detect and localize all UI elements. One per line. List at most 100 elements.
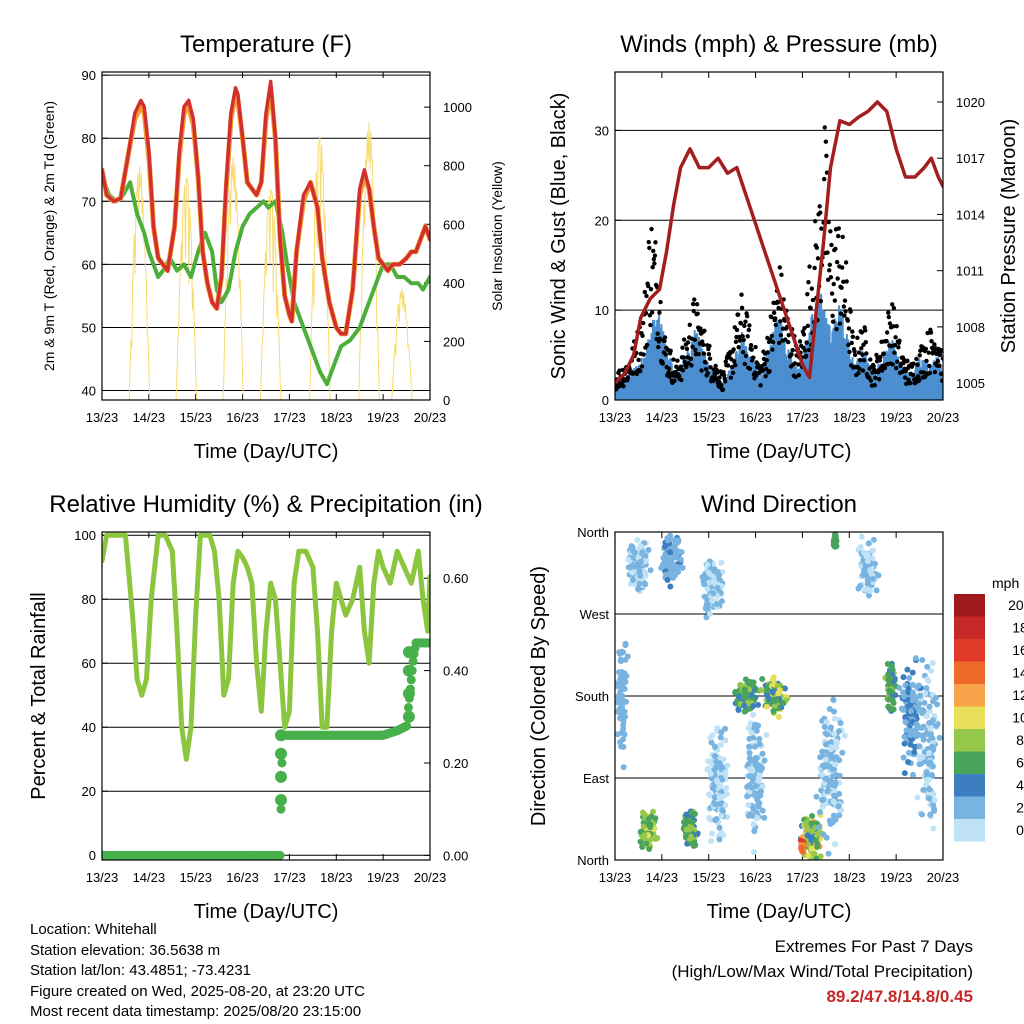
direction-point	[890, 706, 897, 713]
direction-point	[821, 762, 828, 769]
y2-tick-label: 1011	[956, 264, 984, 279]
direction-point	[871, 560, 878, 567]
direction-point	[718, 598, 725, 605]
direction-point	[821, 780, 828, 787]
direction-point	[817, 853, 824, 860]
direction-point	[905, 685, 912, 692]
gust-point	[861, 358, 867, 363]
panel-2: Winds (mph) & Pressure (mb) 13/23 14/23 15/…	[548, 31, 1020, 463]
gust-point	[777, 265, 782, 270]
direction-point	[865, 578, 872, 585]
direction-point	[636, 568, 643, 575]
gust-point	[908, 380, 913, 386]
colorbar-swatch	[954, 594, 985, 617]
gust-point	[719, 382, 724, 388]
gust-point	[640, 333, 645, 338]
gust-point	[692, 297, 697, 302]
direction-point	[705, 758, 712, 765]
y-tick-label: 60	[82, 257, 96, 272]
gust-point	[802, 348, 808, 353]
direction-point	[647, 821, 654, 828]
x-tick-label: 14/23	[133, 870, 166, 885]
direction-point	[822, 756, 829, 763]
direction-point	[712, 753, 719, 760]
y-tick-label: 90	[82, 68, 96, 83]
x-tick-label: 15/23	[692, 410, 725, 425]
y2-tick-label: 1017	[956, 151, 985, 166]
gust-point	[744, 313, 750, 319]
direction-point	[722, 772, 729, 779]
direction-point	[753, 760, 760, 767]
gust-point	[707, 356, 713, 361]
x-tick-label: 20/23	[414, 870, 447, 885]
gust-point	[938, 371, 943, 377]
direction-point	[770, 707, 777, 714]
gust-point	[778, 333, 784, 338]
gust-point	[836, 226, 841, 231]
direction-point	[831, 730, 838, 737]
colorbar-swatch	[954, 751, 985, 774]
dewpoint-line	[102, 174, 430, 387]
gust-point	[688, 356, 694, 362]
direction-point	[688, 809, 695, 816]
y2-tick-label: 0	[443, 393, 450, 408]
x-tick-label: 19/23	[367, 870, 400, 885]
gust-point	[684, 346, 690, 352]
direction-point	[929, 743, 936, 750]
gust-point	[730, 370, 736, 376]
direction-point	[869, 555, 876, 562]
wind-direction-series	[615, 532, 943, 860]
gust-point	[829, 291, 835, 296]
direction-point	[869, 547, 876, 554]
gust-point	[845, 318, 850, 323]
direction-point	[926, 749, 933, 756]
direction-point	[634, 536, 641, 543]
gust-point	[666, 366, 672, 371]
direction-point	[833, 771, 840, 778]
direction-point	[816, 824, 823, 831]
direction-point	[928, 667, 935, 674]
direction-point	[814, 843, 821, 850]
gust-point	[746, 327, 752, 333]
direction-point	[816, 809, 823, 816]
direction-point	[667, 583, 674, 590]
direction-point	[925, 678, 932, 685]
gust-point	[641, 352, 646, 357]
precip-point	[403, 703, 413, 713]
direction-point	[618, 669, 625, 676]
gust-point	[940, 378, 943, 383]
direction-point	[798, 844, 805, 851]
gust-point	[636, 357, 641, 363]
direction-point	[919, 706, 926, 713]
gust-point	[681, 337, 687, 342]
direction-point	[615, 731, 621, 738]
direction-point	[759, 783, 766, 790]
direction-point	[826, 706, 833, 713]
gust-point	[839, 265, 845, 270]
direction-point	[763, 731, 770, 738]
gust-point	[728, 375, 734, 380]
gust-point	[743, 319, 748, 324]
direction-point	[675, 564, 682, 571]
gust-point	[891, 324, 896, 329]
gust-point	[856, 350, 862, 355]
gust-point	[837, 321, 843, 326]
direction-point	[909, 689, 916, 696]
x-tick-label: 15/23	[179, 410, 212, 425]
gust-point	[921, 370, 926, 375]
colorbar-label: 4	[1016, 777, 1024, 793]
gust-point	[924, 358, 929, 364]
gust-point	[658, 299, 663, 305]
gust-point	[747, 323, 752, 328]
gust-point	[847, 349, 852, 355]
y-tick-label: South	[575, 689, 609, 704]
direction-point	[686, 826, 693, 833]
gust-point	[829, 242, 834, 248]
gust-point	[657, 336, 663, 341]
y2-tick-label: 1000	[443, 100, 472, 115]
direction-point	[927, 725, 934, 732]
x-tick-label: 19/23	[880, 410, 913, 425]
gust-point	[893, 366, 899, 371]
extremes-heading: Extremes For Past 7 Days	[774, 937, 973, 956]
gust-point	[717, 375, 722, 380]
